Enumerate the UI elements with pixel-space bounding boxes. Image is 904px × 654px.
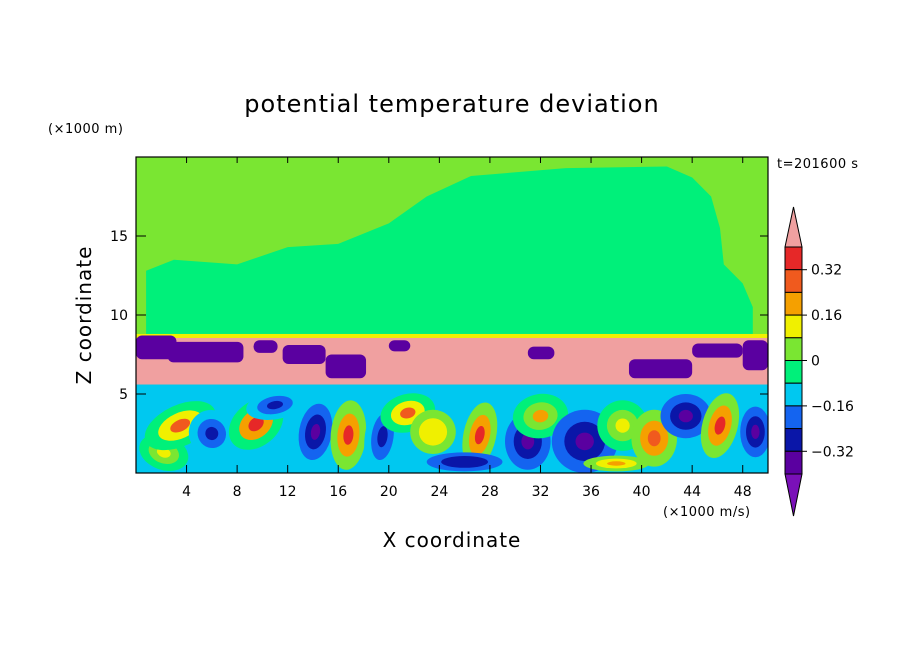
colorbar-label: 0 (811, 354, 820, 370)
x-tick-label: 4 (182, 484, 191, 500)
eddy-contour (248, 416, 264, 432)
colorbar-label: −0.32 (811, 444, 854, 460)
x-axis: 4 8 12 16 20 24 28 32 36 40 44 48 (182, 157, 752, 500)
colorbar-swatch (784, 314, 803, 339)
colorbar-bottom-arrow (784, 473, 803, 517)
negative-patch (692, 343, 743, 358)
colorbar-swatch (784, 337, 803, 361)
eddy-contour (310, 423, 321, 440)
colorbar-swatch (784, 382, 803, 407)
colorbar-swatch (784, 360, 803, 384)
negative-patch (388, 340, 411, 352)
x-tick-label: 32 (532, 484, 550, 500)
y-tick-label: 15 (110, 229, 128, 245)
y-tick-label: 5 (119, 387, 128, 403)
eddy-contour (751, 424, 760, 439)
colorbar: 0.32 0.16 0 −0.16 −0.32 (784, 206, 854, 517)
y-axis: 5 10 15 (110, 229, 768, 403)
colorbar-swatch (784, 428, 803, 452)
eddy-contour (714, 416, 726, 435)
field-inversion-edge (136, 333, 768, 338)
eddy-contour (607, 461, 626, 466)
x-tick-label: 8 (233, 484, 242, 500)
negative-patch (742, 340, 768, 371)
eddy-contour (343, 425, 354, 445)
x-tick-label: 12 (279, 484, 297, 500)
negative-patch (167, 341, 244, 363)
negative-patch (628, 359, 693, 379)
colorbar-swatch (784, 291, 803, 316)
y-tick-label: 10 (110, 308, 128, 324)
field-upper-plume (146, 166, 753, 336)
x-tick-label: 40 (633, 484, 651, 500)
eddy-contour (454, 459, 476, 465)
colorbar-swatch (784, 450, 803, 475)
y-axis-label: Z coordinate (72, 246, 96, 385)
x-tick-label: 24 (430, 484, 448, 500)
eddy-contour (377, 426, 388, 448)
colorbar-label: 0.32 (811, 263, 842, 279)
x-tick-label: 48 (734, 484, 752, 500)
colorbar-swatch (784, 269, 803, 293)
negative-patch (527, 346, 555, 360)
time-label: t=201600 s (777, 157, 859, 172)
eddy-contour (474, 425, 485, 445)
eddy-contour (678, 409, 693, 423)
colorbar-swatch (784, 405, 803, 430)
eddy-contour (426, 425, 440, 439)
y-units-label: (×1000 m) (48, 122, 123, 137)
chart-title: potential temperature deviation (244, 90, 659, 118)
eddy-contour (400, 407, 416, 419)
negative-patch (253, 340, 278, 353)
eddy-contour (575, 432, 594, 451)
x-tick-label: 36 (582, 484, 600, 500)
eddy-contour (205, 426, 219, 441)
eddy-contour (647, 430, 661, 447)
negative-patch (282, 345, 326, 364)
turbulent-eddies (139, 390, 768, 473)
eddy-contour (170, 418, 191, 433)
colorbar-label: 0.16 (811, 308, 842, 324)
plot-area (136, 157, 768, 473)
x-tick-label: 28 (481, 484, 499, 500)
x-tick-label: 20 (380, 484, 398, 500)
negative-patch (136, 335, 177, 360)
x-tick-label: 44 (683, 484, 701, 500)
eddy-contour (266, 400, 284, 410)
x-tick-label: 16 (329, 484, 347, 500)
eddy-contour (532, 409, 549, 423)
colorbar-top-arrow (784, 206, 803, 248)
x-axis-label: X coordinate (383, 528, 522, 552)
negative-patch (325, 354, 367, 379)
colorbar-label: −0.16 (811, 399, 854, 415)
x-units-label: (×1000 m/s) (663, 505, 751, 520)
eddy-contour (615, 418, 630, 433)
inversion-negative-patches (136, 335, 768, 379)
colorbar-swatch (784, 246, 803, 271)
